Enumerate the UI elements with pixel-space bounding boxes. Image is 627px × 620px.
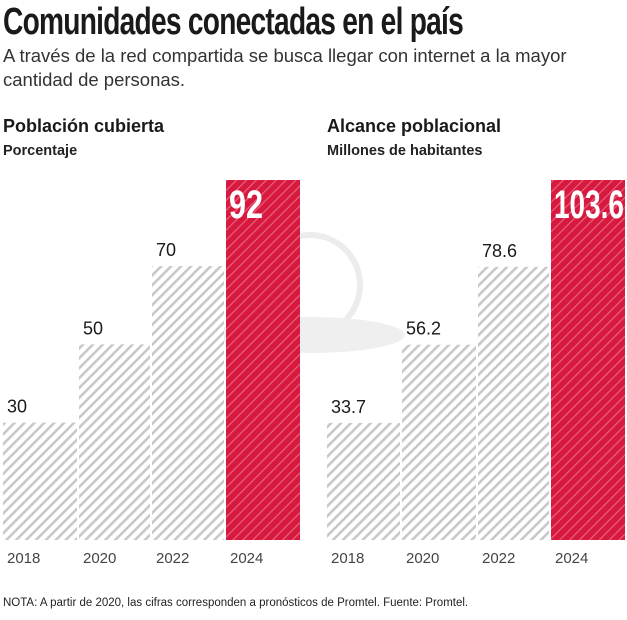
chart-1-category-label-2022: 2022 — [156, 550, 189, 567]
chart-1-bar-2024 — [226, 180, 300, 540]
footnote: NOTA: A partir de 2020, las cifras corre… — [3, 597, 469, 609]
chart-1-bar-2020 — [79, 344, 150, 540]
chart-1-category-label-2020: 2020 — [83, 550, 116, 567]
chart-2-category-label-2024: 2024 — [555, 550, 588, 567]
chart-1-title: Población cubierta — [3, 116, 165, 136]
chart-1-bar-2022 — [152, 266, 224, 540]
chart-2-value-label-2022: 78.6 — [482, 241, 517, 261]
chart-1-bar-2018 — [3, 422, 77, 540]
chart-2-bar-2018 — [327, 422, 400, 540]
chart-2-category-label-2018: 2018 — [331, 550, 364, 567]
chart-2-value-label-2018: 33.7 — [331, 397, 366, 417]
chart-2-bar-2022 — [478, 266, 549, 540]
page-title: Comunidades conectadas en el país — [3, 1, 464, 43]
chart-2-category-label-2022: 2022 — [482, 550, 515, 567]
chart-2-bar-2024 — [551, 180, 625, 540]
page-subtitle: A través de la red compartida se busca l… — [3, 45, 567, 90]
chart-1-category-label-2024: 2024 — [230, 550, 263, 567]
chart-2-value-label-2020: 56.2 — [406, 319, 441, 339]
chart-1-value-label-2018: 30 — [7, 397, 27, 417]
chart-2-subtitle: Millones de habitantes — [327, 143, 483, 159]
chart-1-value-label-2024: 92 — [229, 183, 263, 227]
chart-1-value-label-2020: 50 — [83, 318, 103, 338]
chart-2-title: Alcance poblacional — [327, 116, 502, 136]
chart-2-value-label-2024: 103.6 — [554, 183, 624, 227]
chart-2-category-label-2020: 2020 — [406, 550, 439, 567]
chart-2-bar-2020 — [402, 344, 476, 540]
chart-1-category-label-2018: 2018 — [7, 550, 40, 567]
chart-1-subtitle: Porcentaje — [3, 143, 78, 159]
chart-1-value-label-2022: 70 — [156, 240, 176, 260]
